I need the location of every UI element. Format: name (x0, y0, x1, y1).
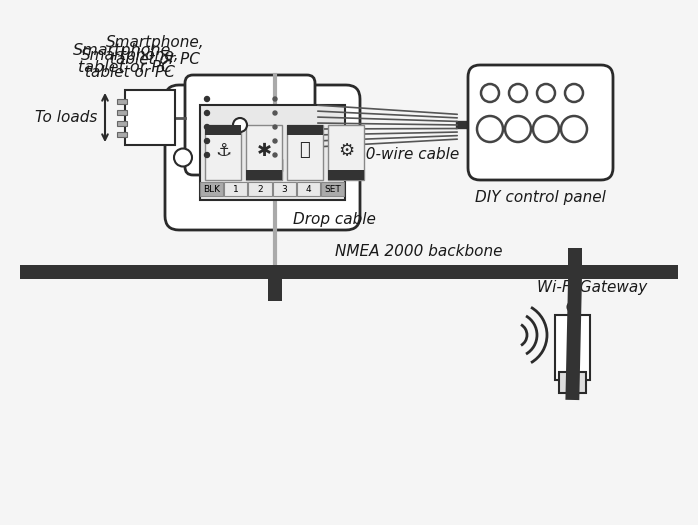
Text: BLK: BLK (203, 184, 220, 194)
Text: Smartphone,
tablet or PC: Smartphone, tablet or PC (105, 35, 205, 67)
Bar (328, 125, 364, 180)
Bar (20, 265, 678, 279)
Text: To loads: To loads (35, 110, 97, 125)
Bar (246, 125, 282, 180)
FancyBboxPatch shape (185, 75, 315, 175)
Text: SET: SET (324, 184, 341, 194)
Text: 2: 2 (257, 184, 262, 194)
Circle shape (537, 84, 555, 102)
Bar (125, 90, 175, 145)
Circle shape (273, 153, 277, 157)
Circle shape (205, 124, 209, 130)
Circle shape (477, 116, 503, 142)
Bar (200, 105, 345, 200)
Bar (205, 125, 241, 180)
Circle shape (273, 97, 277, 101)
Circle shape (565, 84, 583, 102)
Circle shape (481, 84, 499, 102)
Bar (297, 182, 320, 196)
Circle shape (561, 116, 587, 142)
Circle shape (505, 116, 531, 142)
Circle shape (273, 111, 277, 115)
Circle shape (174, 149, 192, 166)
Bar (328, 170, 364, 180)
Circle shape (205, 97, 209, 101)
Text: Smartphone,
tablet or PC: Smartphone, tablet or PC (73, 43, 177, 75)
Bar (287, 125, 323, 135)
Bar (272, 182, 296, 196)
Text: 10-wire cable: 10-wire cable (356, 147, 459, 162)
Bar (268, 159, 282, 171)
Bar (321, 182, 344, 196)
Text: YDCC-04: YDCC-04 (216, 185, 283, 200)
Circle shape (509, 84, 527, 102)
Circle shape (533, 116, 559, 142)
Circle shape (205, 110, 209, 116)
Bar (117, 121, 127, 126)
Circle shape (273, 125, 277, 129)
Text: DIY control panel: DIY control panel (475, 190, 606, 205)
Bar (555, 315, 590, 380)
Bar (200, 182, 223, 196)
FancyBboxPatch shape (468, 65, 613, 180)
Text: 3: 3 (281, 184, 287, 194)
Text: Drop cable: Drop cable (293, 212, 376, 227)
Text: ⌗: ⌗ (299, 142, 311, 160)
Bar (117, 99, 127, 104)
Text: 4: 4 (306, 184, 311, 194)
Bar (287, 125, 323, 180)
Text: ⚙: ⚙ (338, 142, 354, 160)
Bar (246, 170, 282, 180)
Text: Smartphone,
tablet or PC: Smartphone, tablet or PC (81, 48, 179, 80)
Circle shape (205, 152, 209, 158)
Circle shape (205, 139, 209, 143)
Text: ⚓: ⚓ (215, 142, 231, 160)
Bar (205, 125, 241, 135)
Bar (562, 265, 588, 279)
Text: 1: 1 (233, 184, 239, 194)
Bar (262, 265, 288, 279)
Text: NMEA 2000 backbone: NMEA 2000 backbone (335, 245, 503, 259)
Text: ✱: ✱ (256, 142, 272, 160)
Bar (559, 372, 586, 393)
Bar (117, 132, 127, 137)
Bar (268, 274, 282, 301)
Bar (568, 248, 582, 270)
Circle shape (233, 118, 247, 132)
Bar (248, 182, 272, 196)
FancyBboxPatch shape (165, 85, 360, 230)
Bar (224, 182, 247, 196)
Bar (117, 110, 127, 115)
Text: Wi-Fi Gateway: Wi-Fi Gateway (537, 280, 648, 295)
Circle shape (273, 139, 277, 143)
Circle shape (567, 302, 577, 312)
